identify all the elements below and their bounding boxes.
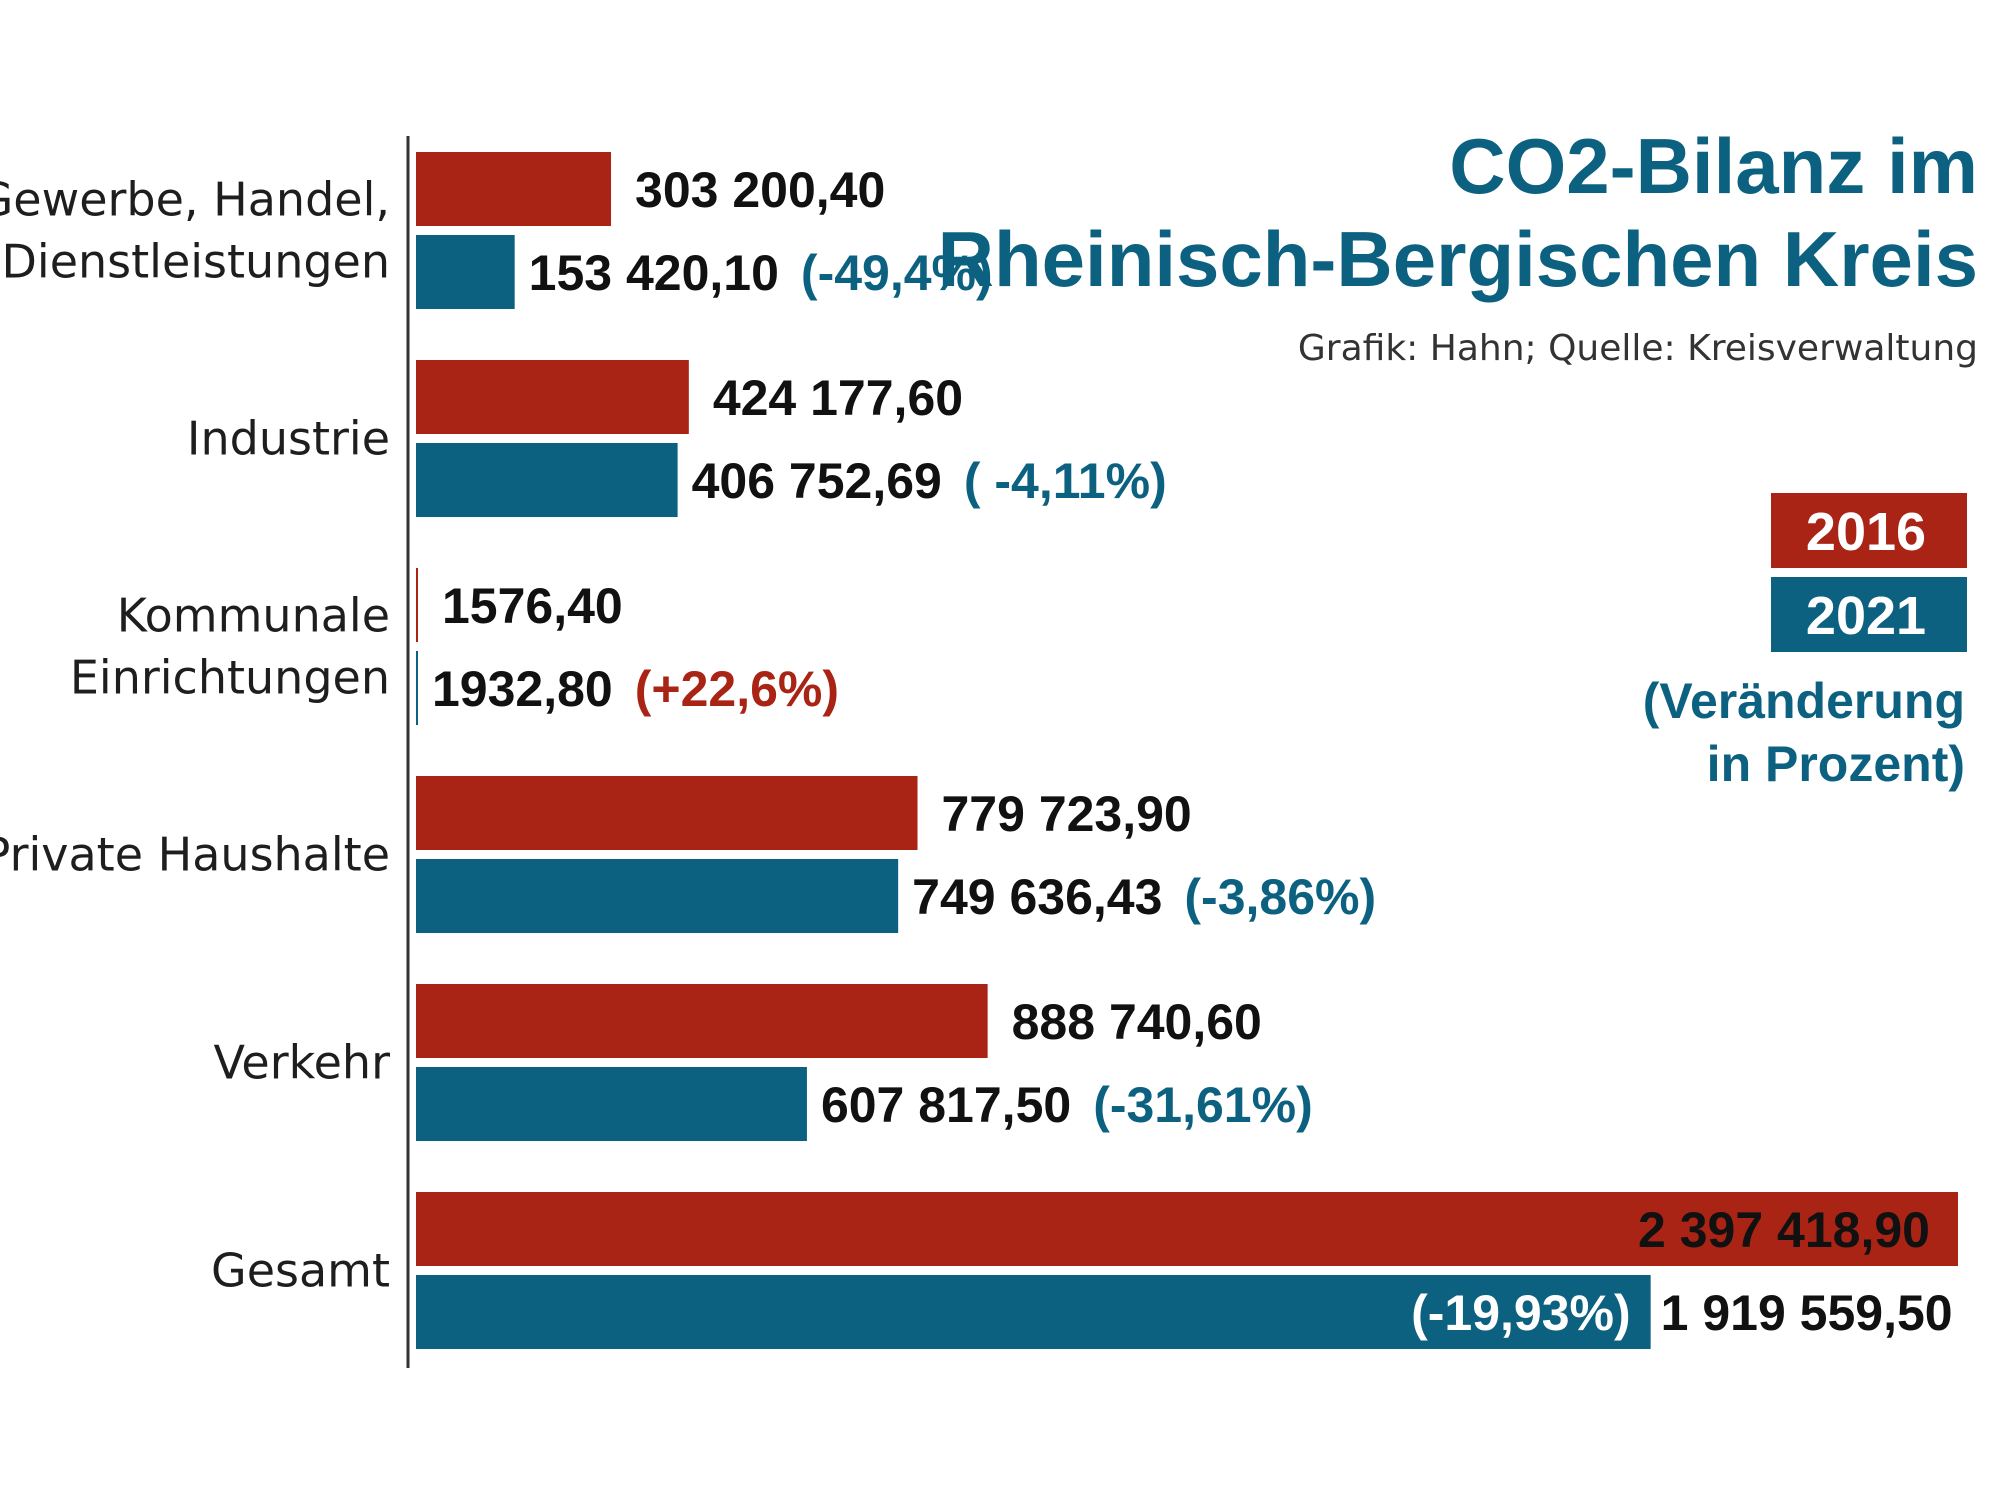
value-label-2016: 2 397 418,90: [1638, 1202, 1930, 1258]
value-label-2016: 303 200,40: [635, 162, 885, 218]
value-label-2021: 749 636,43: [912, 869, 1162, 925]
legend-note-line1: (Veränderung: [1643, 673, 1965, 729]
bar-2016: [416, 776, 918, 850]
change-label: (-3,86%): [1184, 869, 1376, 925]
bar-2016: [416, 568, 418, 642]
category-label: Gewerbe, Handel,: [0, 173, 390, 227]
change-label: (-19,93%): [1411, 1285, 1631, 1341]
chart-title-line1: CO2-Bilanz im: [1449, 122, 1978, 210]
value-label-2016: 888 740,60: [1012, 994, 1262, 1050]
chart-credit: Grafik: Hahn; Quelle: Kreisverwaltung: [1298, 328, 1978, 369]
bar-2021: [416, 235, 515, 309]
value-label-2021: 406 752,69: [692, 453, 942, 509]
bar-2021: [416, 859, 899, 933]
value-label-2016: 779 723,90: [942, 786, 1192, 842]
category-label: Private Haushalte: [0, 828, 390, 882]
change-label: (-49,4%): [801, 245, 993, 301]
category-label: Verkehr: [214, 1036, 391, 1090]
bar-2016: [416, 152, 612, 226]
bar-2016: [416, 984, 988, 1058]
bar-2021: [416, 1275, 1651, 1349]
category-label: Einrichtungen: [70, 651, 390, 705]
bar-2021: [416, 651, 418, 725]
category-label: Kommunale: [117, 589, 390, 643]
chart-title-line2: Rheinisch-Bergischen Kreis: [938, 215, 1978, 303]
legend-label-2016: 2016: [1806, 502, 1926, 562]
change-label: (+22,6%): [635, 661, 839, 717]
bars-layer: Gewerbe, Handel, Dienstleistungen 303 200,…: [0, 152, 1958, 1349]
value-label-2016: 1576,40: [442, 578, 623, 634]
value-label-2016: 424 177,60: [713, 370, 963, 426]
change-label: ( -4,11%): [964, 453, 1167, 509]
value-label-2021: 1932,80: [432, 661, 613, 717]
category-label: Dienstleistungen: [2, 235, 390, 289]
category-label: Gesamt: [211, 1244, 390, 1298]
bar-2021: [416, 1067, 807, 1141]
bar-2016: [416, 1192, 1958, 1266]
change-label: (-31,61%): [1093, 1077, 1313, 1133]
legend-label-2021: 2021: [1806, 586, 1926, 646]
legend-swatch-2016: [1771, 493, 1967, 568]
category-label: Industrie: [187, 412, 390, 466]
value-label-2021: 153 420,10: [529, 245, 779, 301]
legend-note-line2: in Prozent): [1707, 736, 1965, 792]
value-label-2021: 607 817,50: [821, 1077, 1071, 1133]
bar-2021: [416, 443, 678, 517]
value-label-2021: 1 919 559,50: [1661, 1285, 1953, 1341]
bar-2016: [416, 360, 689, 434]
legend-swatch-2021: [1771, 577, 1967, 652]
